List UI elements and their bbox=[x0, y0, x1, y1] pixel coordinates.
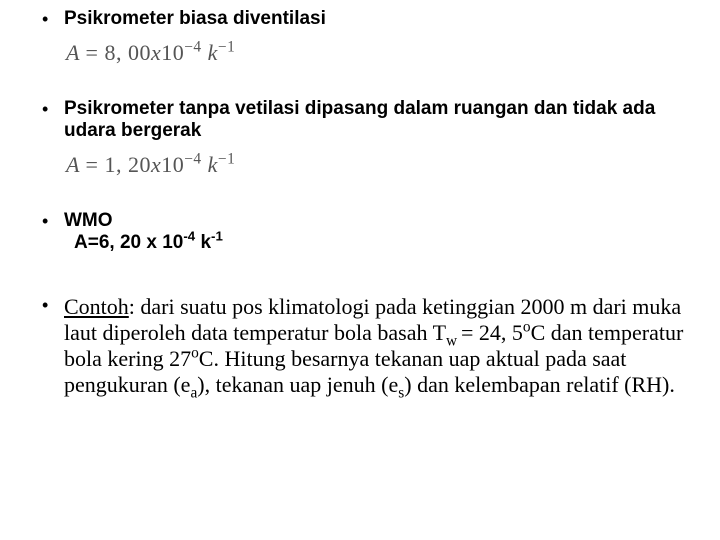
wmo-prefix: A=6, 20 x 10 bbox=[74, 232, 183, 253]
wmo-exp1: -4 bbox=[183, 229, 195, 244]
eq1-lhs: A bbox=[66, 40, 80, 65]
contoh-p2: = 24, 5 bbox=[461, 320, 523, 345]
eq2-eq: = bbox=[86, 152, 99, 177]
contoh-sep: : bbox=[129, 294, 141, 319]
equation-2: A = 1, 20x10−4 k−1 bbox=[66, 152, 690, 178]
eq1-x: x bbox=[151, 40, 161, 65]
eq1-exp: −4 bbox=[184, 39, 201, 56]
wmo-mid: k bbox=[195, 232, 211, 253]
contoh-p5: ), tekanan uap jenuh (e bbox=[197, 372, 398, 397]
equation-1: A = 8, 00x10−4 k−1 bbox=[66, 40, 690, 66]
eq2-unit-exp: −1 bbox=[218, 151, 235, 168]
bullet-item-3: WMO A=6, 20 x 10-4 k-1 bbox=[30, 210, 690, 254]
eq2-exp: −4 bbox=[184, 151, 201, 168]
contoh-deg1: o bbox=[523, 319, 531, 336]
bullet-3-title: WMO bbox=[64, 210, 690, 232]
slide: Psikrometer biasa diventilasi A = 8, 00x… bbox=[0, 0, 720, 540]
eq1-coef: 8, 00 bbox=[104, 40, 151, 65]
bullet-item-1: Psikrometer biasa diventilasi A = 8, 00x… bbox=[30, 8, 690, 66]
eq2-lhs: A bbox=[66, 152, 80, 177]
contoh-p6: ) dan kelembapan relatif (RH). bbox=[404, 372, 675, 397]
contoh-deg2: o bbox=[191, 345, 199, 362]
contoh-paragraph: Contoh: dari suatu pos klimatologi pada … bbox=[64, 294, 690, 398]
eq2-unit: k bbox=[208, 152, 218, 177]
bullet-list: Psikrometer biasa diventilasi A = 8, 00x… bbox=[30, 8, 690, 398]
eq2-coef: 1, 20 bbox=[104, 152, 151, 177]
eq2-x: x bbox=[151, 152, 161, 177]
wmo-exp2: -1 bbox=[211, 229, 223, 244]
eq2-base: 10 bbox=[161, 152, 184, 177]
eq1-base: 10 bbox=[161, 40, 184, 65]
bullet-1-title: Psikrometer biasa diventilasi bbox=[64, 8, 690, 30]
bullet-item-4: Contoh: dari suatu pos klimatologi pada … bbox=[30, 294, 690, 398]
eq1-unit: k bbox=[208, 40, 218, 65]
bullet-2-title: Psikrometer tanpa vetilasi dipasang dala… bbox=[64, 98, 690, 142]
eq1-eq: = bbox=[86, 40, 99, 65]
contoh-label: Contoh bbox=[64, 294, 129, 319]
eq1-unit-exp: −1 bbox=[218, 39, 235, 56]
wmo-equation: A=6, 20 x 10-4 k-1 bbox=[64, 232, 690, 254]
bullet-item-2: Psikrometer tanpa vetilasi dipasang dala… bbox=[30, 98, 690, 178]
